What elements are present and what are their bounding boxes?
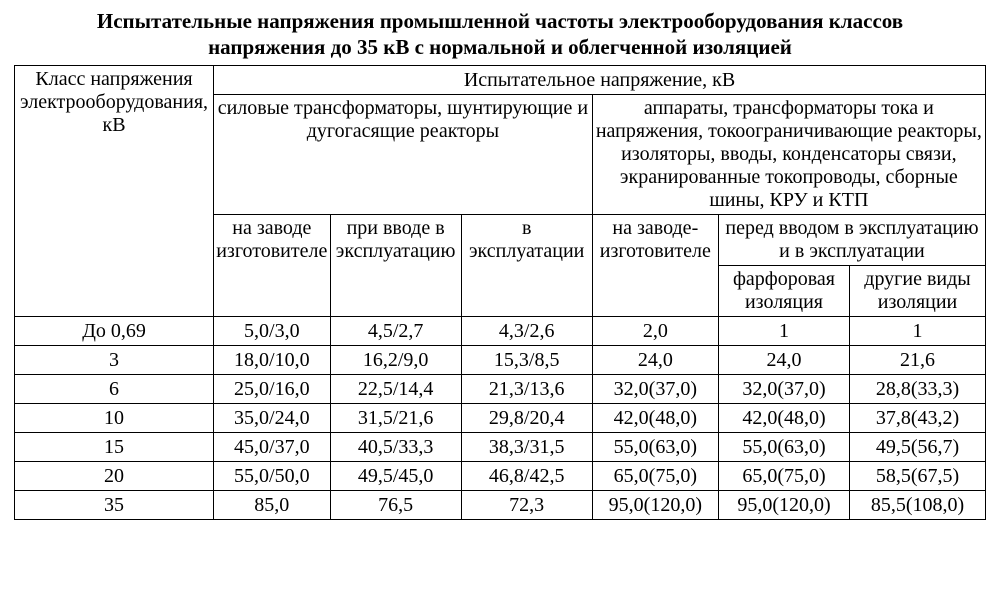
cell-value: 49,5/45,0 (330, 461, 461, 490)
col-voltage-class: Класс напряжения электрооборудования, кВ (15, 65, 214, 316)
cell-class: 20 (15, 461, 214, 490)
cell-value: 4,5/2,7 (330, 316, 461, 345)
table-row: 15 45,0/37,0 40,5/33,3 38,3/31,5 55,0(63… (15, 432, 986, 461)
group-apparatus: аппараты, трансформаторы тока и напряжен… (592, 94, 985, 214)
group-transformers: силовые трансформаторы, шунтирующие и ду… (214, 94, 593, 214)
voltage-table: Класс напряжения электрооборудования, кВ… (14, 65, 986, 520)
sub-on-commission: при вводе в эксплуатацию (330, 214, 461, 316)
cell-value: 24,0 (718, 345, 849, 374)
cell-value: 1 (718, 316, 849, 345)
cell-value: 16,2/9,0 (330, 345, 461, 374)
cell-value: 42,0(48,0) (592, 403, 718, 432)
cell-value: 25,0/16,0 (214, 374, 331, 403)
cell-value: 49,5(56,7) (850, 432, 986, 461)
cell-value: 95,0(120,0) (718, 490, 849, 519)
cell-value: 38,3/31,5 (461, 432, 592, 461)
sub-porcelain: фарфоровая изоляция (718, 265, 849, 316)
cell-value: 22,5/14,4 (330, 374, 461, 403)
cell-class: 3 (15, 345, 214, 374)
cell-value: 37,8(43,2) (850, 403, 986, 432)
cell-value: 2,0 (592, 316, 718, 345)
table-row: 20 55,0/50,0 49,5/45,0 46,8/42,5 65,0(75… (15, 461, 986, 490)
table-row: До 0,69 5,0/3,0 4,5/2,7 4,3/2,6 2,0 1 1 (15, 316, 986, 345)
cell-class: 15 (15, 432, 214, 461)
sub-before-commission: перед вводом в эксплуатацию и в эксплуат… (718, 214, 985, 265)
col-test-voltage: Испытательное напряжение, кВ (214, 65, 986, 94)
cell-value: 21,6 (850, 345, 986, 374)
title-line-1: Испытательные напряжения промышленной ча… (97, 9, 903, 33)
cell-value: 72,3 (461, 490, 592, 519)
cell-value: 55,0(63,0) (592, 432, 718, 461)
table-row: 6 25,0/16,0 22,5/14,4 21,3/13,6 32,0(37,… (15, 374, 986, 403)
cell-value: 65,0(75,0) (718, 461, 849, 490)
cell-class: 35 (15, 490, 214, 519)
cell-value: 29,8/20,4 (461, 403, 592, 432)
cell-value: 18,0/10,0 (214, 345, 331, 374)
cell-value: 45,0/37,0 (214, 432, 331, 461)
cell-value: 55,0(63,0) (718, 432, 849, 461)
cell-value: 32,0(37,0) (592, 374, 718, 403)
cell-value: 4,3/2,6 (461, 316, 592, 345)
sub-at-factory-2: на заводе-изготовителе (592, 214, 718, 316)
cell-value: 5,0/3,0 (214, 316, 331, 345)
cell-value: 24,0 (592, 345, 718, 374)
sub-at-factory-1: на заводе изготовителе (214, 214, 331, 316)
cell-value: 1 (850, 316, 986, 345)
cell-value: 46,8/42,5 (461, 461, 592, 490)
sub-in-operation: в эксплуатации (461, 214, 592, 316)
cell-value: 35,0/24,0 (214, 403, 331, 432)
table-row: 3 18,0/10,0 16,2/9,0 15,3/8,5 24,0 24,0 … (15, 345, 986, 374)
cell-value: 42,0(48,0) (718, 403, 849, 432)
header-row-1: Класс напряжения электрооборудования, кВ… (15, 65, 986, 94)
cell-value: 28,8(33,3) (850, 374, 986, 403)
cell-value: 21,3/13,6 (461, 374, 592, 403)
cell-value: 65,0(75,0) (592, 461, 718, 490)
cell-value: 55,0/50,0 (214, 461, 331, 490)
cell-value: 95,0(120,0) (592, 490, 718, 519)
cell-value: 58,5(67,5) (850, 461, 986, 490)
table-title: Испытательные напряжения промышленной ча… (14, 8, 986, 61)
cell-value: 31,5/21,6 (330, 403, 461, 432)
sub-other-insulation: другие виды изоляции (850, 265, 986, 316)
cell-class: 6 (15, 374, 214, 403)
cell-value: 15,3/8,5 (461, 345, 592, 374)
table-row: 10 35,0/24,0 31,5/21,6 29,8/20,4 42,0(48… (15, 403, 986, 432)
cell-value: 76,5 (330, 490, 461, 519)
cell-value: 40,5/33,3 (330, 432, 461, 461)
cell-value: 85,0 (214, 490, 331, 519)
cell-class: 10 (15, 403, 214, 432)
table-row: 35 85,0 76,5 72,3 95,0(120,0) 95,0(120,0… (15, 490, 986, 519)
cell-value: 85,5(108,0) (850, 490, 986, 519)
table-body: До 0,69 5,0/3,0 4,5/2,7 4,3/2,6 2,0 1 1 … (15, 316, 986, 519)
title-line-2: напряжения до 35 кВ с нормальной и облег… (208, 35, 792, 59)
cell-value: 32,0(37,0) (718, 374, 849, 403)
cell-class: До 0,69 (15, 316, 214, 345)
